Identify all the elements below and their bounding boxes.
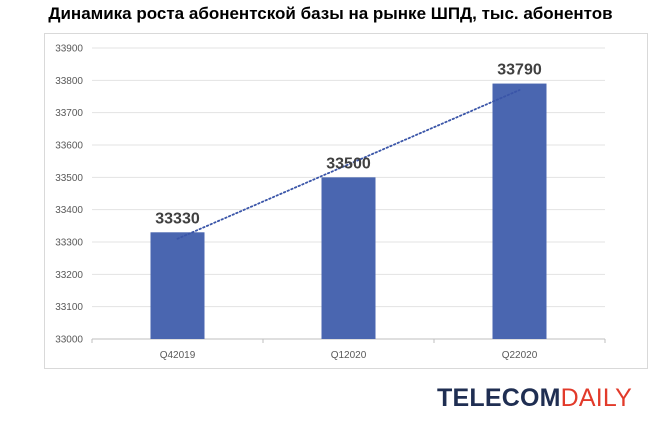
bar-Q12020 xyxy=(321,177,376,339)
y-tick-label: 33700 xyxy=(55,108,83,119)
y-tick-label: 33400 xyxy=(55,205,83,216)
y-axis-ticks: 33000 33100 33200 33300 33400 33500 33600 33700… xyxy=(55,44,83,346)
x-tick-label: Q12020 xyxy=(331,350,367,361)
telecom-daily-logo: TELECOMDAILY xyxy=(437,384,632,413)
data-label: 33330 xyxy=(155,210,200,227)
y-tick-label: 33900 xyxy=(55,44,83,55)
bar-Q42019 xyxy=(150,232,205,339)
y-tick-label: 33000 xyxy=(55,335,83,346)
y-tick-label: 33800 xyxy=(55,76,83,87)
x-axis-ticks: Q42019 Q12020 Q22020 xyxy=(160,350,538,361)
bars xyxy=(150,83,547,339)
y-tick-label: 33500 xyxy=(55,173,83,184)
trendline-layer xyxy=(176,89,521,240)
y-tick-label: 33600 xyxy=(55,141,83,152)
y-tick-label: 33300 xyxy=(55,238,83,249)
logo-telecom: TELECOM xyxy=(437,384,561,412)
bar-Q22020 xyxy=(492,83,547,339)
chart-title: Динамика роста абонентской базы на рынке… xyxy=(48,4,613,23)
data-label: 33500 xyxy=(326,155,371,172)
data-label: 33790 xyxy=(497,62,542,79)
x-tick-label: Q22020 xyxy=(502,350,538,361)
data-labels: 33330 33500 33790 xyxy=(155,62,542,228)
logo-daily: DAILY xyxy=(560,384,633,412)
y-tick-label: 33100 xyxy=(55,302,83,313)
chart-area xyxy=(44,33,648,369)
y-tick-label: 33200 xyxy=(55,270,83,281)
trendline xyxy=(176,89,521,240)
x-tick-label: Q42019 xyxy=(160,350,196,361)
